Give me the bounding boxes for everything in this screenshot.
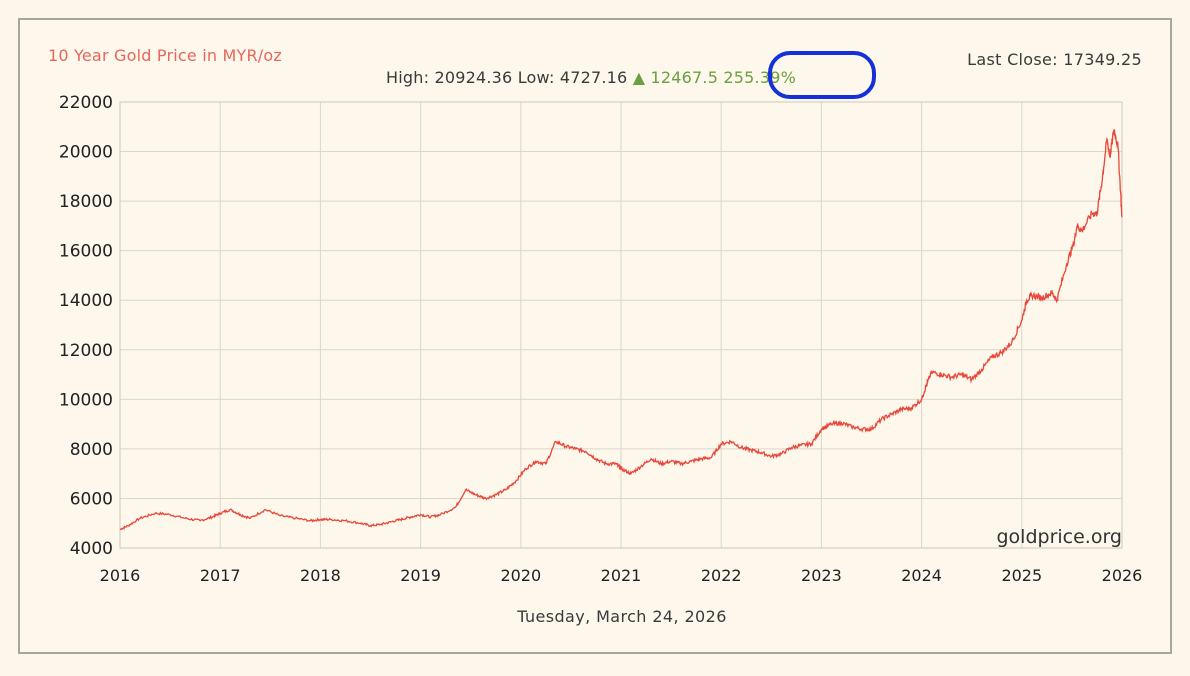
y-axis: 4000 6000 8000 10000 12000 14000 16000 18000 200…	[59, 93, 113, 559]
change-value: 12467.5	[650, 68, 719, 87]
y-tick-label: 20000	[59, 143, 113, 163]
high-label: High:	[386, 68, 430, 87]
y-tick-label: 18000	[59, 192, 113, 212]
last-close-value: 17349.25	[1063, 50, 1142, 69]
x-tick-label: 2025	[1001, 566, 1042, 585]
series-line	[119, 129, 1123, 531]
last-close-label: Last Close:	[967, 50, 1058, 69]
y-tick-label: 4000	[70, 539, 113, 559]
y-tick-label: 6000	[70, 489, 113, 509]
x-tick-label: 2019	[400, 566, 441, 585]
low-value: 4727.16	[559, 68, 628, 87]
last-close: Last Close: 17349.25	[967, 50, 1142, 69]
chart-grid	[119, 101, 1123, 549]
y-tick-label: 22000	[59, 93, 113, 113]
y-tick-label: 14000	[59, 291, 113, 311]
x-tick-label: 2020	[500, 566, 541, 585]
x-tick-label: 2017	[200, 566, 241, 585]
x-tick-label: 2018	[300, 566, 341, 585]
chart-date: Tuesday, March 24, 2026	[517, 607, 727, 626]
y-tick-label: 12000	[59, 341, 113, 361]
chart-title: 10 Year Gold Price in MYR/oz	[48, 46, 282, 65]
x-tick-label: 2026	[1102, 566, 1143, 585]
x-tick-label: 2016	[100, 566, 141, 585]
y-tick-label: 10000	[59, 390, 113, 410]
x-tick-label: 2023	[801, 566, 842, 585]
up-arrow-icon: ▲	[632, 68, 646, 87]
plot-border	[119, 101, 1123, 549]
x-tick-label: 2021	[601, 566, 642, 585]
x-tick-label: 2022	[701, 566, 742, 585]
watermark: goldprice.org	[996, 526, 1122, 548]
high-value: 20924.36	[434, 68, 513, 87]
low-label: Low:	[517, 68, 555, 87]
highlight-circle	[768, 51, 876, 99]
y-tick-label: 16000	[59, 242, 113, 262]
y-tick-label: 8000	[70, 440, 113, 460]
x-tick-label: 2024	[901, 566, 942, 585]
x-axis: 2016 2017 2018 2019 2020 2021 2022 2023 2024 2025…	[100, 566, 1143, 585]
